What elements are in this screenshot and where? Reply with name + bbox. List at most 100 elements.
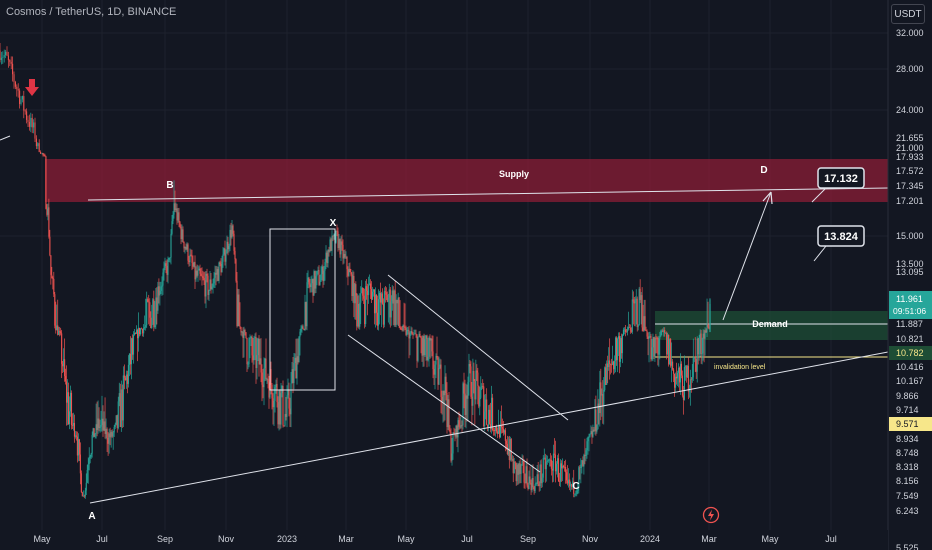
candle-body	[429, 337, 431, 341]
candle-body	[245, 332, 247, 339]
candle-body	[451, 453, 453, 461]
time-tick-label: May	[761, 534, 779, 544]
candle-body	[201, 275, 203, 277]
channel-upper-line[interactable]	[387, 274, 569, 421]
price-tick-label: 32.000	[896, 28, 924, 38]
candle-body	[346, 256, 348, 270]
candle-body	[258, 338, 260, 365]
candle-body	[164, 263, 166, 268]
candle-body	[66, 381, 68, 403]
candle-body	[100, 425, 102, 427]
candle-body	[696, 338, 698, 372]
candle-body	[235, 259, 237, 281]
candle-body	[538, 484, 540, 487]
candle-body	[41, 153, 43, 154]
candle-body	[110, 431, 112, 438]
candle-body	[266, 379, 268, 380]
candle-body	[208, 290, 210, 295]
price-tick-label: 28.000	[896, 64, 924, 74]
candle-body	[205, 273, 207, 297]
candle-body	[702, 333, 704, 354]
candle-body	[149, 302, 151, 318]
candle-body	[289, 408, 291, 415]
candle-body	[402, 325, 404, 331]
candle-body	[20, 99, 22, 104]
currency-button[interactable]: USDT	[891, 4, 925, 24]
target-callout[interactable]	[817, 167, 865, 189]
candle-body	[130, 338, 133, 365]
candle-body	[24, 110, 26, 112]
candle-body	[112, 432, 114, 437]
candle-body	[107, 437, 109, 444]
candle-body	[414, 333, 416, 335]
time-tick-label: Jul	[825, 534, 837, 544]
candle-body	[676, 372, 679, 379]
candle-body	[212, 283, 214, 287]
candle-body	[85, 482, 87, 491]
lightning-icon[interactable]	[702, 506, 720, 524]
candle-body	[9, 60, 11, 62]
support-trendline[interactable]	[89, 351, 889, 504]
candle-body	[94, 433, 96, 437]
candle-body	[379, 292, 381, 303]
target-callout[interactable]	[817, 225, 865, 247]
candle-body	[445, 376, 447, 394]
candle-body	[307, 277, 309, 283]
candle-body	[605, 367, 607, 385]
candle-body	[649, 335, 651, 337]
candle-body	[152, 299, 154, 325]
x-wave-box[interactable]	[269, 228, 336, 391]
candle-body	[156, 297, 158, 311]
candle-body	[635, 298, 637, 300]
candle-body	[238, 294, 240, 327]
candle-body	[433, 369, 435, 375]
candle-body	[463, 383, 465, 394]
channel-lower-line[interactable]	[347, 334, 541, 473]
candle-body	[560, 463, 563, 469]
candle-body	[583, 454, 585, 467]
candle-body	[255, 336, 257, 369]
supply-trendline[interactable]	[87, 187, 889, 201]
candle-body	[681, 375, 683, 396]
candle-body	[90, 453, 92, 457]
candle-body	[297, 356, 299, 363]
candle-body	[365, 286, 367, 325]
time-axis[interactable]: May Jul Sep Nov 2023 Mar May Jul Sep Nov 2024 Mar Ma…	[0, 530, 888, 550]
candle-body	[138, 327, 140, 339]
candle-body	[114, 424, 116, 428]
candle-body	[520, 464, 522, 474]
candle-body	[502, 428, 504, 433]
candle-body	[591, 431, 593, 437]
time-tick-label: May	[397, 534, 415, 544]
candle-body	[270, 369, 272, 385]
candle-body	[406, 329, 408, 335]
projection-arrow-line[interactable]	[722, 191, 772, 321]
candle-body	[186, 244, 188, 250]
price-tick-label: 8.748	[896, 448, 919, 458]
candle-body	[625, 331, 627, 333]
candle-body	[30, 117, 32, 127]
candle-body	[353, 275, 355, 304]
candle-body	[52, 278, 54, 279]
candle-body	[98, 418, 100, 428]
candle-body	[624, 329, 626, 332]
candle-body	[274, 387, 276, 401]
candle-body	[645, 330, 647, 332]
candle-body	[252, 355, 254, 361]
candle-body	[171, 221, 173, 234]
candle-body	[214, 272, 216, 278]
candle-body	[611, 364, 613, 366]
candle-body	[116, 415, 118, 429]
candle-body	[423, 336, 425, 356]
candle-body	[574, 493, 576, 495]
candle-body	[278, 390, 280, 425]
candle-body	[426, 335, 428, 361]
candle-body	[312, 278, 314, 296]
candle-body	[37, 143, 39, 147]
candle-body	[348, 268, 350, 276]
candle-body	[262, 384, 264, 388]
candle-body	[63, 359, 65, 367]
candle-body	[658, 338, 660, 355]
